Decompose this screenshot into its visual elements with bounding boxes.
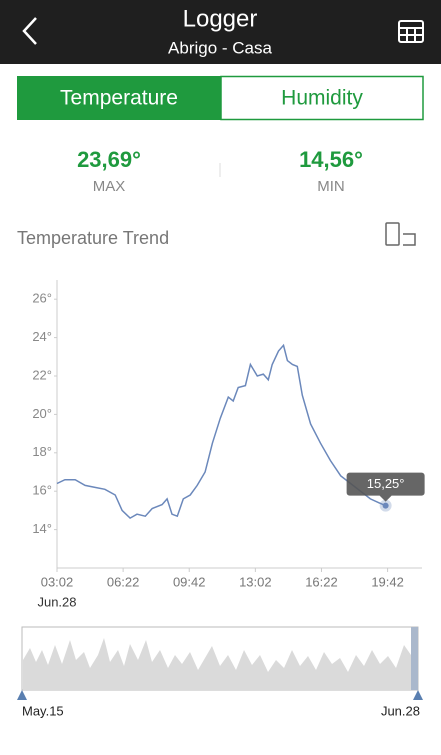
rotate-button[interactable]: [385, 222, 416, 246]
navigator-handle[interactable]: [411, 627, 418, 690]
y-tick-label: 26°: [32, 291, 52, 306]
back-button[interactable]: [22, 17, 37, 45]
chart-title: Temperature Trend: [17, 228, 169, 248]
x-tick-label: 06:22: [107, 574, 140, 589]
line: [56, 343, 386, 520]
y-tick-label: 22°: [32, 367, 52, 382]
navigator-handle[interactable]: [413, 690, 423, 700]
tab-label[interactable]: Temperature: [60, 87, 178, 110]
header-subtitle: Abrigo - Casa: [168, 38, 272, 57]
tab-label[interactable]: Humidity: [281, 87, 363, 110]
tooltip-box: [346, 472, 425, 502]
y-tick-label: 14°: [32, 521, 52, 536]
stat-label: MIN: [317, 178, 345, 195]
table-button[interactable]: [398, 20, 424, 43]
stat-label: MAX: [93, 178, 126, 195]
navigator-start: May.15: [22, 703, 64, 718]
header-title: Logger: [183, 5, 258, 32]
stat-value: 14,56°: [299, 147, 363, 172]
navigator-handle[interactable]: [17, 690, 27, 700]
x-axis-label: Jun.28: [37, 594, 76, 609]
x-tick-label: 13:02: [239, 574, 272, 589]
point: [382, 502, 389, 509]
y-tick-label: 20°: [32, 406, 52, 421]
tab-active[interactable]: [17, 76, 221, 120]
x-tick-label: 19:42: [371, 574, 404, 589]
header-bar: [0, 0, 441, 64]
navigator-area: [23, 638, 411, 690]
stat-value: 23,69°: [77, 147, 141, 172]
y-tick-label: 16°: [32, 483, 52, 498]
tooltip-label: 15,25°: [367, 476, 405, 491]
y-tick-label: 18°: [32, 444, 52, 459]
tab-inactive[interactable]: [220, 75, 424, 121]
y-tick-label: 24°: [32, 329, 52, 344]
x-tick-label: 09:42: [173, 574, 206, 589]
x-tick-label: 03:02: [41, 574, 74, 589]
x-tick-label: 16:22: [305, 574, 338, 589]
navigator-end: Jun.28: [381, 703, 420, 718]
